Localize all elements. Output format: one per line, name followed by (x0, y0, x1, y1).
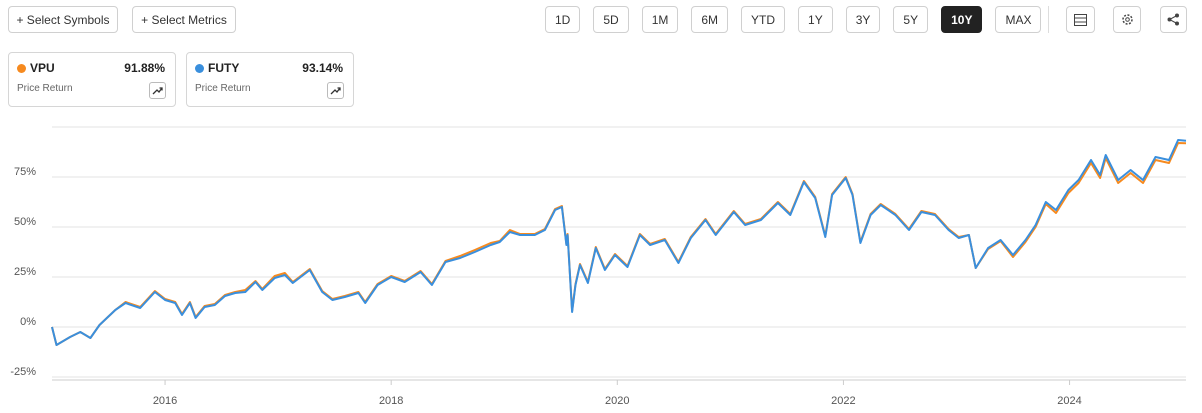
legend-dot (17, 64, 26, 73)
range-button[interactable]: 1M (641, 6, 679, 33)
range-button[interactable]: 10Y (941, 6, 983, 33)
settings-button[interactable] (1113, 6, 1141, 33)
range-button[interactable]: 6M (691, 6, 729, 33)
legend-metric: Price Return (195, 83, 251, 94)
select-metrics[interactable]: + Select Metrics (132, 6, 236, 33)
range-button[interactable]: YTD (741, 6, 786, 33)
series-line (51, 139, 1187, 346)
legend-dot (195, 64, 204, 73)
series-line (51, 142, 1187, 346)
x-tick-label: 2016 (153, 395, 177, 407)
range-selector: 1D 5D 1M 6M YTD 1Y 3Y 5Y 10Y MAX (545, 6, 1042, 33)
table-button[interactable] (1066, 6, 1095, 33)
y-tick-label: 0% (20, 316, 36, 328)
y-tick-label: -25% (10, 366, 36, 378)
legend-card[interactable]: FUTY 93.14% Price Return (186, 52, 354, 107)
range-button[interactable]: 1Y (798, 6, 833, 33)
range-button[interactable]: MAX (995, 6, 1042, 33)
trend-icon[interactable] (327, 82, 344, 99)
select-symbols[interactable]: + Select Symbols (8, 6, 118, 33)
x-tick-label: 2024 (1057, 395, 1081, 407)
separator (1048, 6, 1049, 33)
y-tick-label: 75% (14, 166, 36, 178)
x-tick-label: 2020 (605, 395, 629, 407)
trend-icon[interactable] (149, 82, 166, 99)
legend-name: FUTY (195, 61, 239, 75)
range-button[interactable]: 1D (545, 6, 581, 33)
range-button[interactable]: 5Y (893, 6, 929, 33)
legend-label: VPU (30, 61, 55, 75)
range-button[interactable]: 3Y (845, 6, 881, 33)
x-tick-label: 2022 (831, 395, 855, 407)
share-button[interactable] (1160, 6, 1187, 33)
x-tick-label: 2018 (379, 395, 403, 407)
legend-value: 93.14% (302, 61, 343, 75)
table-icon (1074, 13, 1087, 26)
legend-metric: Price Return (17, 83, 73, 94)
legend-name: VPU (17, 61, 55, 75)
legend-card[interactable]: VPU 91.88% Price Return (8, 52, 176, 107)
y-tick-label: 50% (14, 216, 36, 228)
legend-label: FUTY (208, 61, 240, 75)
range-button[interactable]: 5D (593, 6, 629, 33)
y-tick-label: 25% (14, 266, 36, 278)
legend-value: 91.88% (124, 61, 165, 75)
gear-icon (1121, 14, 1133, 25)
share-icon (1167, 13, 1179, 26)
